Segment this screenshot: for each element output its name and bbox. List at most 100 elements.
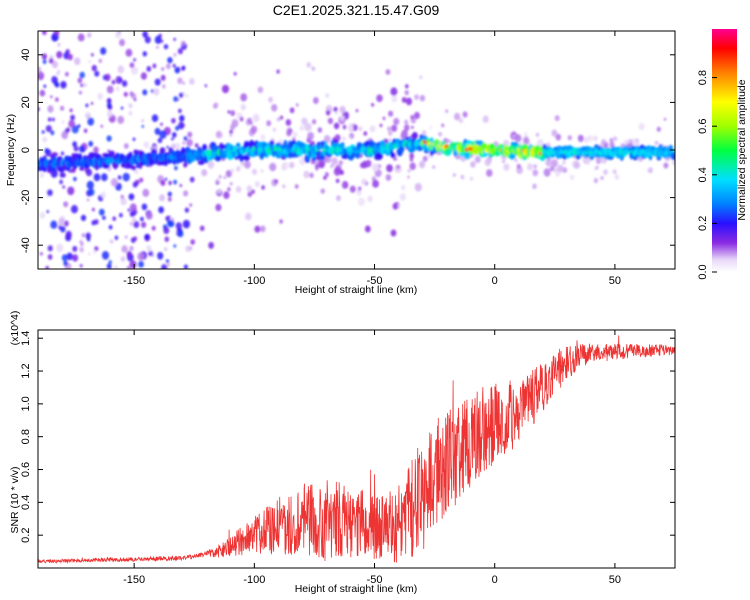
noise-speckle — [325, 110, 331, 116]
noise-speckle — [307, 132, 314, 140]
noise-speckle — [266, 120, 272, 127]
noise-speckle — [129, 210, 136, 218]
noise-speckle — [411, 125, 414, 129]
noise-speckle — [663, 162, 669, 169]
noise-speckle — [172, 132, 177, 138]
noise-speckle — [80, 214, 87, 221]
noise-speckle — [309, 172, 314, 178]
noise-speckle — [421, 130, 427, 136]
noise-speckle — [71, 125, 79, 134]
noise-speckle — [452, 173, 456, 177]
noise-speckle — [227, 110, 231, 114]
noise-speckle — [532, 183, 537, 190]
noise-speckle — [100, 47, 107, 55]
noise-speckle — [79, 264, 83, 268]
noise-speckle — [43, 84, 47, 89]
x-tick-label: -50 — [367, 574, 383, 586]
noise-speckle — [208, 241, 215, 249]
noise-speckle — [405, 84, 409, 89]
noise-speckle — [189, 78, 195, 85]
noise-speckle — [140, 216, 144, 222]
noise-speckle — [62, 185, 66, 189]
noise-speckle — [230, 110, 236, 117]
noise-speckle — [376, 94, 383, 103]
noise-speckle — [165, 259, 170, 263]
colorbar-tick-label: 0.4 — [697, 167, 709, 182]
noise-speckle — [106, 85, 114, 94]
noise-speckle — [503, 163, 510, 171]
noise-speckle — [399, 193, 406, 201]
noise-speckle — [179, 184, 183, 187]
noise-speckle — [157, 137, 163, 144]
noise-speckle — [119, 212, 123, 218]
noise-speckle — [614, 174, 620, 180]
y-tick-label: -40 — [20, 237, 32, 253]
noise-speckle — [281, 161, 289, 170]
x-tick-label: -150 — [123, 574, 145, 586]
noise-speckle — [626, 139, 631, 144]
ridge-blob — [326, 152, 333, 158]
noise-speckle — [42, 59, 47, 65]
noise-speckle — [121, 80, 128, 87]
noise-speckle — [299, 157, 306, 166]
y-tick-label: 1.2 — [20, 363, 32, 378]
noise-speckle — [183, 161, 188, 167]
noise-speckle — [51, 117, 55, 122]
x-tick-label: 50 — [609, 275, 621, 287]
noise-speckle — [260, 169, 264, 173]
spectrogram-x-label: Height of straight line (km) — [295, 284, 418, 296]
noise-speckle — [94, 70, 100, 77]
noise-speckle — [55, 83, 60, 88]
noise-speckle — [109, 239, 114, 244]
noise-speckle — [295, 103, 299, 107]
noise-speckle — [409, 162, 416, 171]
noise-speckle — [410, 114, 415, 120]
snr-x-label: Height of straight line (km) — [295, 583, 418, 595]
noise-speckle — [523, 136, 530, 144]
noise-speckle — [161, 67, 165, 71]
noise-speckle — [107, 149, 110, 153]
noise-speckle — [166, 145, 169, 149]
noise-speckle — [299, 125, 305, 131]
noise-speckle — [167, 191, 172, 197]
noise-speckle — [460, 174, 465, 180]
noise-speckle — [115, 76, 123, 84]
noise-speckle — [341, 136, 346, 141]
noise-speckle — [235, 166, 241, 172]
noise-speckle — [339, 160, 343, 165]
noise-speckle — [342, 182, 345, 187]
noise-speckle — [79, 71, 85, 79]
noise-speckle — [289, 107, 295, 114]
noise-speckle — [85, 103, 89, 108]
noise-speckle — [247, 191, 253, 197]
noise-speckle — [462, 111, 468, 118]
ridge-blob — [408, 147, 415, 153]
noise-speckle — [223, 191, 230, 199]
noise-speckle — [212, 103, 218, 109]
noise-speckle — [335, 111, 338, 115]
ridge-blob — [51, 152, 58, 157]
noise-speckle — [87, 32, 92, 38]
noise-speckle — [536, 139, 544, 148]
colorbar: 0.0 0.2 0.4 0.6 0.8 Normalized spectral ampl… — [697, 29, 748, 280]
noise-speckle — [50, 220, 58, 229]
noise-speckle — [151, 225, 156, 231]
noise-speckle — [230, 124, 236, 131]
noise-speckle — [142, 188, 150, 197]
noise-speckle — [201, 169, 208, 177]
noise-speckle — [357, 186, 362, 191]
noise-speckle — [168, 180, 172, 186]
noise-speckle — [638, 122, 645, 131]
noise-speckle — [250, 125, 258, 134]
noise-speckle — [318, 160, 325, 169]
noise-speckle — [333, 122, 340, 130]
noise-speckle — [82, 82, 87, 88]
noise-speckle — [177, 230, 184, 238]
noise-speckle — [166, 63, 171, 70]
noise-speckle — [557, 164, 564, 173]
noise-speckle — [183, 136, 188, 141]
noise-speckle — [61, 131, 69, 140]
noise-speckle — [126, 250, 132, 258]
noise-speckle — [535, 132, 540, 137]
